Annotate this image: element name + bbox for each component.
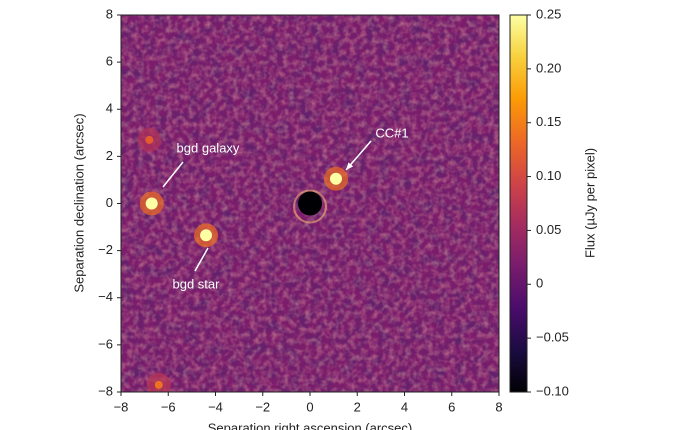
annotation: bgd star (173, 276, 221, 291)
colorbar-tick-label: 0.20 (536, 60, 561, 75)
source (200, 229, 213, 242)
x-tick-label: 0 (306, 399, 313, 414)
annotation-arrow (162, 161, 184, 188)
colorbar-label: Flux (µJy per pixel) (582, 148, 597, 258)
y-tick-label: 0 (106, 195, 113, 210)
colorbar-tick-label: −0.05 (536, 330, 569, 345)
colorbar-tick-label: 0.25 (536, 6, 561, 21)
y-axis-label: Separation declination (arcsec) (71, 113, 86, 292)
y-tick-label: −2 (98, 242, 113, 257)
y-tick-label: −8 (98, 383, 113, 398)
annotation: bgd galaxy (177, 140, 240, 155)
residual-ring (293, 189, 327, 224)
y-tick-label: 2 (106, 148, 113, 163)
y-tick-label: 4 (106, 101, 113, 116)
source (145, 135, 154, 144)
source (145, 197, 158, 210)
image-area (121, 15, 499, 392)
y-tick-label: −4 (98, 289, 113, 304)
arrow-head (346, 162, 354, 170)
annotation-arrow (194, 247, 209, 272)
source (329, 172, 342, 185)
annotation: CC#1 (375, 125, 408, 140)
source (298, 191, 322, 216)
y-tick-label: 6 (106, 54, 113, 69)
colorbar-tick-label: 0 (536, 276, 543, 291)
colorbar-tick-label: 0.05 (536, 222, 561, 237)
colorbar-tick-label: −0.10 (536, 383, 569, 398)
x-tick-label: −2 (255, 399, 270, 414)
x-axis-label: Separation right ascension (arcsec) (208, 420, 413, 430)
colorbar (509, 14, 528, 393)
colorbar-tick-label: 0.15 (536, 114, 561, 129)
x-tick-label: 2 (354, 399, 361, 414)
x-tick-label: 8 (495, 399, 502, 414)
colorbar-tick-label: 0.10 (536, 168, 561, 183)
x-tick-label: −6 (161, 399, 176, 414)
y-tick-label: 8 (106, 6, 113, 21)
x-tick-label: −8 (114, 399, 129, 414)
x-tick-label: 4 (401, 399, 408, 414)
y-tick-label: −6 (98, 336, 113, 351)
source (154, 380, 163, 389)
x-tick-label: −4 (208, 399, 223, 414)
x-tick-label: 6 (448, 399, 455, 414)
